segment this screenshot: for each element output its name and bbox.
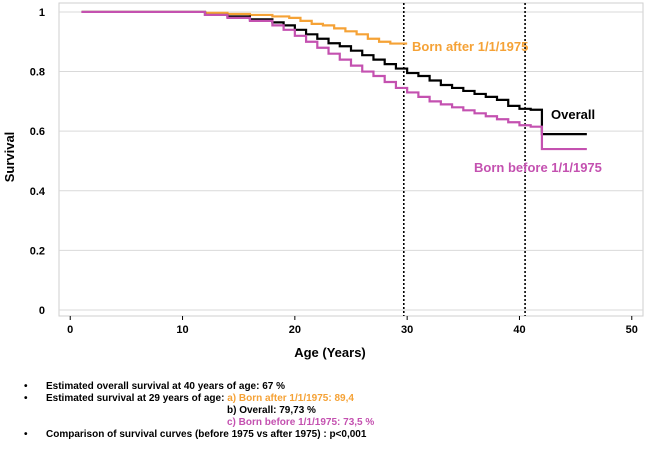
grid-lines	[59, 11, 643, 311]
y-tick-label: 0.2	[30, 245, 45, 257]
note-overall: b) Overall: 79,73 %	[227, 405, 316, 416]
label-born-before: Born before 1/1/1975	[474, 160, 602, 175]
note-text: Comparison of survival curves (before 19…	[46, 429, 367, 440]
note-text: Estimated overall survival at 40 years o…	[46, 381, 286, 392]
reference-lines	[402, 3, 526, 316]
y-tick-label: 0.4	[30, 186, 46, 198]
notes-block: • Estimated overall survival at 40 years …	[24, 381, 634, 441]
x-tick-label: 50	[626, 324, 638, 336]
x-axis-title: Age (Years)	[294, 345, 366, 360]
label-born-after: Born after 1/1/1975	[412, 39, 528, 54]
x-tick-label: 30	[401, 324, 413, 336]
note-before-29: c) Born before 1/1/1975: 73,5 %	[24, 417, 634, 429]
series-born-before-line	[81, 10, 587, 151]
note-born-before: c) Born before 1/1/1975: 73,5 %	[227, 417, 375, 428]
bullet-icon: •	[24, 393, 28, 404]
tick-labels: 00.20.40.60.810 10 20 30 40 50	[30, 7, 638, 336]
note-text: Estimated survival at 29 years of age:	[46, 393, 228, 404]
series-overall-line	[81, 10, 587, 136]
note-survival-29: • Estimated survival at 29 years of age: …	[24, 393, 634, 405]
x-tick-label: 0	[67, 324, 73, 336]
y-tick-label: 1	[39, 7, 45, 19]
x-tick-label: 10	[176, 324, 188, 336]
x-tick-label: 20	[289, 324, 301, 336]
y-axis-title: Survival	[2, 132, 17, 183]
note-comparison: • Comparison of survival curves (before 1…	[24, 429, 634, 441]
y-tick-label: 0.8	[30, 67, 45, 79]
y-tick-label: 0	[39, 305, 45, 317]
bullet-icon: •	[24, 429, 28, 440]
survival-chart: 00.20.40.60.810 10 20 30 40 50 Age (Years) Su…	[2, 2, 644, 360]
x-tick-label: 40	[513, 324, 525, 336]
note-overall-29: b) Overall: 79,73 %	[24, 405, 634, 417]
label-overall: Overall	[551, 107, 595, 122]
bullet-icon: •	[24, 381, 28, 392]
series-lines	[81, 10, 587, 151]
y-tick-label: 0.6	[30, 126, 45, 138]
note-overall-40: • Estimated overall survival at 40 years …	[24, 381, 634, 393]
plot-area	[58, 2, 644, 317]
note-born-after: a) Born after 1/1/1975: 89,4	[227, 393, 354, 404]
